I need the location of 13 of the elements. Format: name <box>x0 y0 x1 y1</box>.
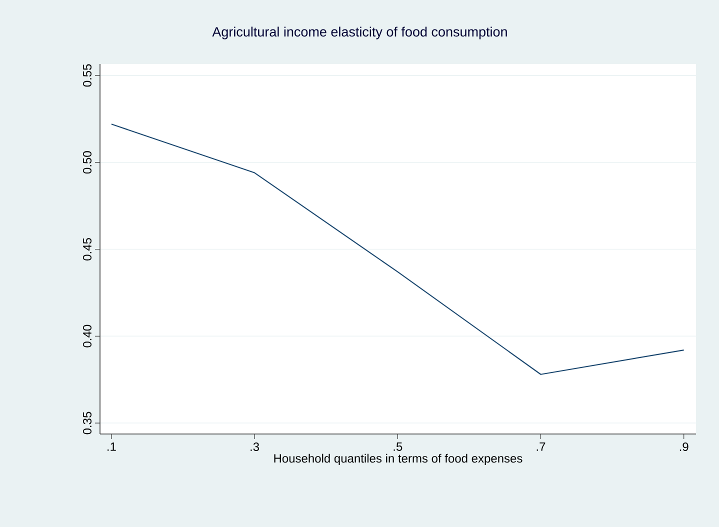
x-axis-title: Household quantiles in terms of food expenses <box>274 454 522 466</box>
x-tick-label: .3 <box>250 442 260 452</box>
x-tick-label: .7 <box>536 442 546 451</box>
y-tick-label: 0.55 <box>82 64 92 87</box>
y-tick-label: 0.35 <box>82 412 92 434</box>
chart-title: Agricultural income elasticity of food consumption <box>212 26 507 40</box>
y-tick-label: 0.45 <box>82 238 92 260</box>
x-tick-label: .9 <box>680 442 688 452</box>
x-tick-label: .1 <box>108 442 116 451</box>
x-tick-label: .5 <box>394 442 402 451</box>
y-tick-label: 0.40 <box>82 324 92 348</box>
line-series <box>110 124 684 375</box>
y-tick-label: 0.50 <box>82 151 92 174</box>
